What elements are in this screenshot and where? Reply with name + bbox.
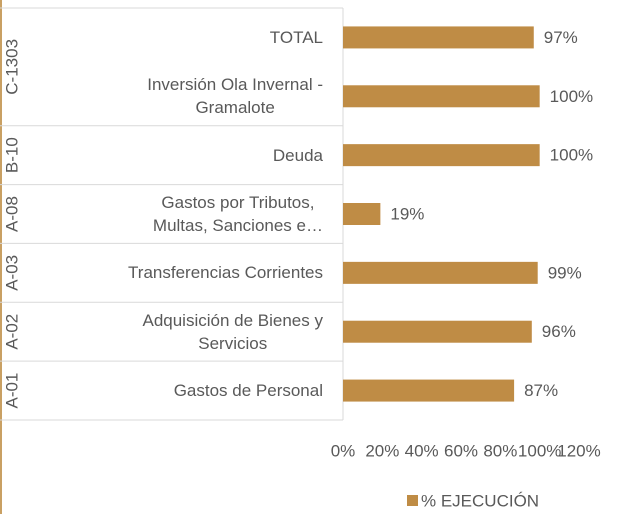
value-label: 100% [550,87,593,106]
value-label: 100% [550,146,593,165]
bar [343,203,381,225]
x-tick-label: 0% [331,441,356,460]
x-tick-label: 60% [444,441,478,460]
x-tick-label: 120% [557,441,600,460]
category-label: Transferencias Corrientes [30,243,323,302]
group-label: B-10 [2,137,21,173]
bar [343,379,515,402]
bar [343,26,534,49]
bar [343,85,540,108]
x-tick-label: 40% [405,441,439,460]
value-label: 99% [548,263,582,282]
x-tick-label: 20% [365,441,399,460]
group-label: C-1303 [2,39,21,95]
category-text: Gastos por Tributos, Multas, Sanciones e… [152,192,323,235]
category-text: Inversión Ola Invernal - Gramalote [147,75,323,118]
category-label: Gastos por Tributos, Multas, Sanciones e… [30,185,323,244]
value-label: 19% [390,204,424,223]
group-label: A-08 [2,196,21,232]
group-label: A-01 [2,373,21,409]
category-text: TOTAL [269,27,323,47]
category-label: TOTAL [30,8,323,67]
value-label: 87% [524,381,558,400]
legend-label: % EJECUCIÓN [421,491,539,510]
category-text: Deuda [272,145,323,165]
x-tick-label: 100% [518,441,561,460]
value-label: 97% [544,28,578,47]
category-label: Inversión Ola Invernal - Gramalote [30,67,323,126]
bar [343,144,540,167]
group-label: A-03 [2,255,21,291]
value-label: 96% [542,322,576,341]
category-text: Adquisición de Bienes y Servicios [142,310,323,353]
category-text: Gastos de Personal [173,381,323,401]
group-label: A-02 [2,314,21,350]
category-text: Transferencias Corrientes [128,263,323,283]
bar [343,261,538,284]
category-label: Gastos de Personal [30,361,323,420]
category-label: Adquisición de Bienes y Servicios [30,302,323,361]
legend-swatch [407,495,418,506]
x-tick-label: 80% [483,441,517,460]
bar [343,320,532,343]
category-label: Deuda [30,126,323,185]
